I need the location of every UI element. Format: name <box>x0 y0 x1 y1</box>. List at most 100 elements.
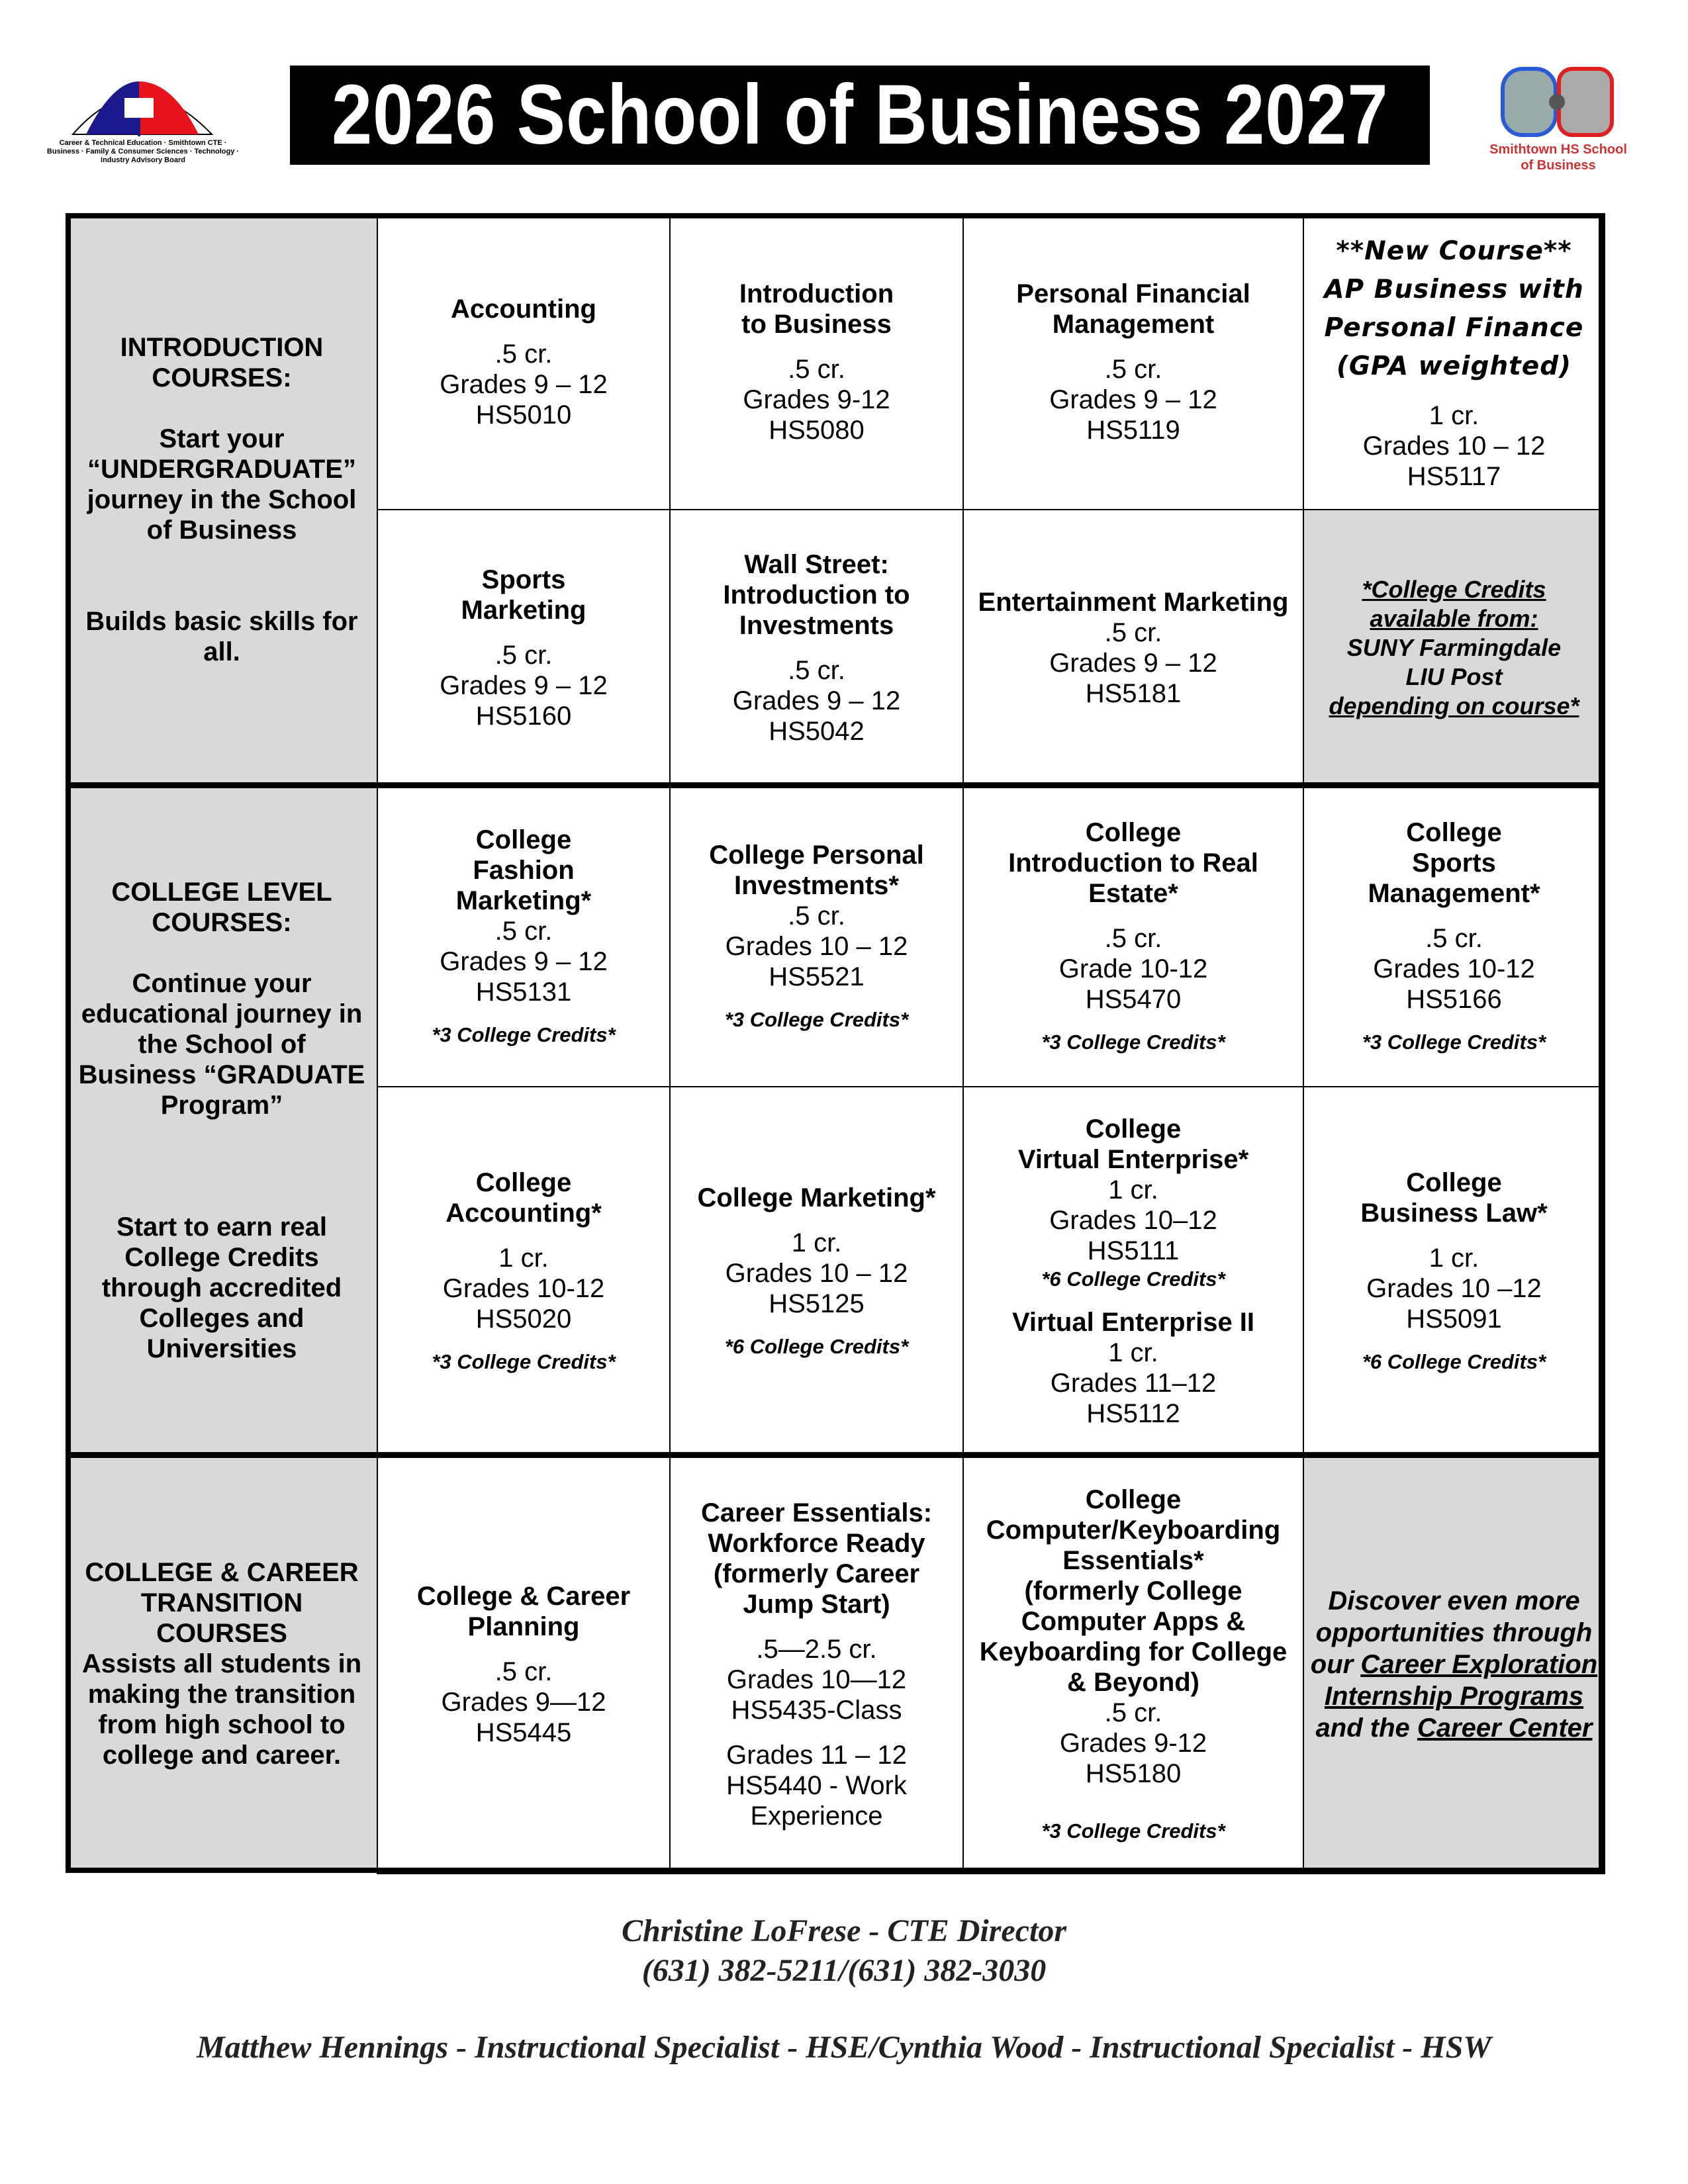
course-title: College Virtual Enterprise* <box>1017 1114 1249 1174</box>
course-title: College Personal Investments* <box>709 840 924 900</box>
umbrella-icon <box>71 81 214 136</box>
course-title: College Introduction to Real Estate* <box>1008 817 1258 908</box>
course-cell: College Accounting* 1 cr. Grades 10-12 HS… <box>377 1086 671 1456</box>
course-details: 1 cr. Grades 10 – 12 HS5125 <box>725 1228 908 1318</box>
course-title: College Fashion Marketing* <box>455 825 592 915</box>
college-credits-note: *6 College Credits* <box>1041 1267 1225 1291</box>
college-credits-note: *6 College Credits* <box>1362 1349 1546 1373</box>
career-program-link[interactable]: Career Exploration <box>1360 1650 1598 1679</box>
table-border <box>66 1868 1604 1873</box>
college-credits-note: *3 College Credits* <box>1041 1030 1225 1054</box>
course-title: College Accounting* <box>445 1167 602 1228</box>
table-border <box>66 782 1604 788</box>
table-border <box>66 213 1604 218</box>
course-details: 1 cr. Grades 10–12 HS5111 <box>1049 1175 1217 1265</box>
table-border <box>1599 213 1604 1873</box>
course-details: .5 cr. Grade 10-12 HS5470 <box>1058 923 1208 1014</box>
course-cell: Accounting .5 cr. Grades 9 – 12 HS5010 <box>377 213 671 510</box>
text-segment: Discover even more opportunities through… <box>1310 1586 1593 1679</box>
course-cell: College Sports Management* .5 cr. Grades … <box>1303 785 1605 1087</box>
course-cell: **New Course** AP Business with Personal… <box>1303 213 1605 510</box>
course-title: **New Course** AP Business with Personal… <box>1324 236 1584 381</box>
course-details: .5 cr. Grades 9 – 12 HS5181 <box>1049 617 1217 708</box>
section-college-career-text: COLLEGE & CAREER TRANSITION COURSES Assi… <box>81 1558 362 1770</box>
cte-logo: Career & Technical Education · Smithtown… <box>46 65 240 171</box>
course-details: .5 cr. Grades 9 – 12 HS5010 <box>440 339 608 430</box>
course-cell: Career Essentials: Workforce Ready (form… <box>669 1455 964 1874</box>
course-title: Accounting <box>451 294 596 324</box>
course-details: .5 cr. Grades 9-12 HS5180 <box>1059 1698 1207 1788</box>
section-college-level: COLLEGE LEVEL COURSES: Continue your edu… <box>66 785 378 1456</box>
course-title: Personal Financial Management <box>1016 279 1250 339</box>
course-title: Sports Marketing <box>461 565 586 625</box>
section-introduction-text: INTRODUCTION COURSES: Start your “UNDERG… <box>85 333 358 666</box>
section-college-level-text: COLLEGE LEVEL COURSES: Continue your edu… <box>78 878 365 1363</box>
college-credits-note: *3 College Credits* <box>724 1007 909 1031</box>
sob-emblem-icon <box>1501 67 1614 137</box>
course-details: .5 cr. Grades 9 – 12 HS5042 <box>732 655 901 746</box>
course-title: College Marketing* <box>697 1183 936 1212</box>
course-details: .5 cr. Grades 9 – 12 HS5119 <box>1049 354 1217 445</box>
table-border <box>66 213 71 1873</box>
course-cell: College Personal Investments* .5 cr. Grad… <box>669 785 964 1087</box>
text-segment: and the <box>1315 1713 1417 1743</box>
page-title-banner: 2026 School of Business 2027 <box>290 66 1430 165</box>
career-program-link[interactable]: Career Center <box>1417 1713 1593 1743</box>
course-title: Introduction to Business <box>739 279 894 339</box>
cte-logo-text: Career & Technical Education · Smithtown… <box>46 139 240 164</box>
course-details: Grades 11 – 12 HS5440 - Work Experience <box>726 1741 907 1831</box>
course-title: College Computer/Keyboarding Essentials*… <box>979 1485 1288 1697</box>
course-grid: INTRODUCTION COURSES: Start your “UNDERG… <box>66 213 1605 1874</box>
course-cell: Introduction to Business .5 cr. Grades 9-… <box>669 213 964 510</box>
course-details: .5 cr. Grades 10 – 12 HS5521 <box>725 901 908 991</box>
course-details: 1 cr. Grades 10 –12 HS5091 <box>1366 1243 1542 1334</box>
college-credits-note: *3 College Credits* <box>432 1349 616 1373</box>
course-title: Career Essentials: Workforce Ready (form… <box>700 1498 933 1619</box>
course-details: .5 cr. Grades 9—12 HS5445 <box>441 1657 606 1747</box>
footer-specialists: Matthew Hennings - Instructional Special… <box>197 2030 1491 2065</box>
course-details: .5 cr. Grades 9-12 HS5080 <box>743 354 890 445</box>
course-cell: Sports Marketing .5 cr. Grades 9 – 12 HS5… <box>377 509 671 786</box>
course-cell: College Computer/Keyboarding Essentials*… <box>962 1455 1304 1874</box>
course-title: College & Career Planning <box>416 1582 631 1641</box>
course-title: Virtual Enterprise II <box>1011 1307 1255 1337</box>
section-introduction: INTRODUCTION COURSES: Start your “UNDERG… <box>66 213 378 786</box>
footer-phones: (631) 382-5211/(631) 382-3030 <box>641 1953 1047 1988</box>
course-details: .5 cr. Grades 10-12 HS5166 <box>1373 923 1535 1014</box>
section-college-career: COLLEGE & CAREER TRANSITION COURSES Assi… <box>66 1455 378 1873</box>
college-credits-info: *College Credits available from: <box>1362 575 1546 632</box>
school-of-business-logo: Smithtown HS School of Business <box>1483 64 1634 179</box>
course-cell: College Business Law* 1 cr. Grades 10 –12… <box>1303 1086 1605 1456</box>
college-credits-note: *3 College Credits* <box>1041 1819 1225 1843</box>
course-cell: Discover even more opportunities through… <box>1303 1455 1605 1874</box>
course-cell: College & Career Planning .5 cr. Grades 9… <box>377 1455 671 1874</box>
footer-director: Christine LoFrese - CTE Director <box>621 1913 1067 1948</box>
college-credits-note: *3 College Credits* <box>432 1023 616 1046</box>
course-details: 1 cr. Grades 10-12 HS5020 <box>442 1243 605 1334</box>
course-title: Wall Street: Introduction to Investments <box>723 549 910 640</box>
course-title: College Business Law* <box>1360 1167 1548 1228</box>
college-credits-note: *6 College Credits* <box>724 1334 909 1358</box>
college-credits-info: SUNY Farmingdale LIU Post <box>1346 633 1562 690</box>
course-title: Entertainment Marketing <box>978 587 1289 617</box>
page-title: 2026 School of Business 2027 <box>331 68 1389 162</box>
college-credits-note: *3 College Credits* <box>1362 1030 1546 1054</box>
career-opportunities-text: Discover even more opportunities through… <box>1308 1585 1600 1744</box>
course-cell: Wall Street: Introduction to Investments… <box>669 509 964 786</box>
career-program-link[interactable]: Internship Programs <box>1324 1682 1584 1711</box>
course-details: 1 cr. Grades 10 – 12 HS5117 <box>1362 400 1546 491</box>
course-details: .5—2.5 cr. Grades 10—12 HS5435-Class <box>726 1635 907 1725</box>
course-title: College Sports Management* <box>1368 817 1540 908</box>
course-details: .5 cr. Grades 9 – 12 HS5131 <box>440 916 608 1007</box>
course-cell: Personal Financial Management .5 cr. Grad… <box>962 213 1304 510</box>
course-details: .5 cr. Grades 9 – 12 HS5160 <box>440 640 608 731</box>
course-details: 1 cr. Grades 11–12 HS5112 <box>1050 1338 1217 1428</box>
course-cell: College Marketing* 1 cr. Grades 10 – 12 H… <box>669 1086 964 1456</box>
course-cell: College Virtual Enterprise* 1 cr. Grades … <box>962 1086 1304 1456</box>
course-cell: *College Credits available from: SUNY Far… <box>1303 509 1605 786</box>
sob-logo-text: Smithtown HS School of Business <box>1489 142 1627 173</box>
course-cell: College Introduction to Real Estate* .5 c… <box>962 785 1304 1087</box>
college-credits-info: depending on course* <box>1329 692 1579 719</box>
table-border <box>66 1452 1604 1458</box>
course-cell: Entertainment Marketing .5 cr. Grades 9 –… <box>962 509 1304 786</box>
